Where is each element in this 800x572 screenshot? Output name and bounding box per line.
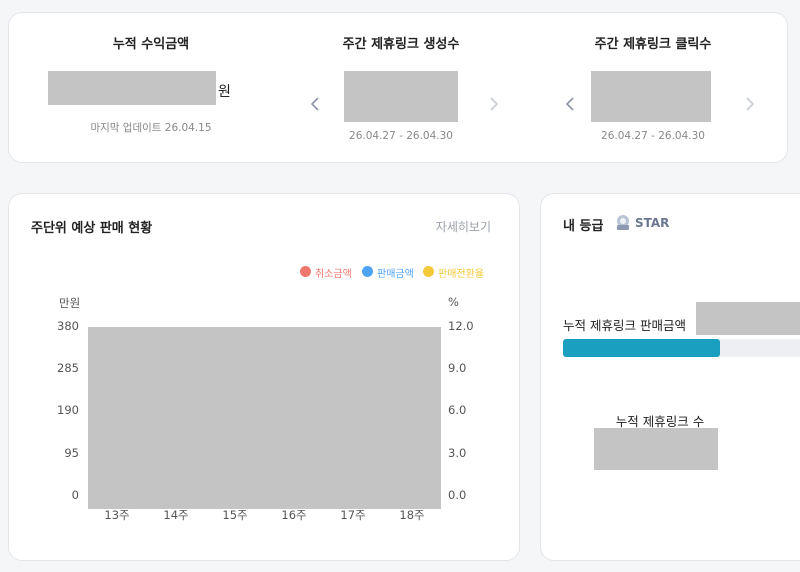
- legend-dot: [362, 266, 373, 277]
- right-tick: 6.0: [448, 403, 467, 418]
- next-button[interactable]: [488, 96, 500, 112]
- grade-level: STAR: [635, 216, 670, 230]
- left-tick: 0: [71, 487, 79, 502]
- x-tick: 15주: [222, 508, 248, 522]
- sales-label: 누적 제휴링크 판매금액: [563, 318, 686, 333]
- summary-title: 주간 제휴링크 생성수: [342, 37, 460, 52]
- x-tick: 16주: [281, 508, 307, 522]
- grade-title: 내 등급: [563, 219, 604, 234]
- count-label: 누적 제휴링크 수: [615, 414, 705, 429]
- right-tick: 12.0: [448, 319, 474, 333]
- right-axis-label: %: [448, 295, 459, 309]
- period: 26.04.27 - 26.04.30: [349, 130, 453, 142]
- redacted-value: [696, 302, 800, 335]
- legend-label: 판매전환율: [438, 269, 484, 280]
- summary-title: 주간 제휴링크 클릭수: [594, 37, 712, 52]
- unit: 원: [218, 84, 231, 100]
- grade-icon: [617, 215, 629, 230]
- right-tick: 0.0: [448, 487, 467, 502]
- redacted-value: [48, 71, 216, 105]
- left-axis-label: 만원: [59, 296, 81, 310]
- progress-fill: [563, 339, 720, 357]
- left-tick: 190: [57, 403, 79, 418]
- redacted-value: [591, 71, 711, 122]
- legend-label: 판매금액: [377, 269, 414, 280]
- redacted-value: [594, 428, 718, 470]
- x-tick: 13주: [104, 508, 130, 522]
- period: 26.04.27 - 26.04.30: [601, 130, 705, 142]
- right-tick: 9.0: [448, 361, 467, 376]
- right-tick: 3.0: [448, 445, 467, 460]
- grade-card: 내 등급 STAR 누적 제휴링크 판매금액 누적 제휴링크 수: [540, 193, 800, 561]
- prev-button[interactable]: [309, 96, 321, 112]
- legend-dot: [423, 266, 434, 277]
- summary-title: 누적 수익금액: [112, 37, 190, 52]
- x-tick: 14주: [163, 508, 189, 522]
- left-tick: 380: [57, 319, 79, 333]
- left-tick: 285: [57, 361, 79, 376]
- update-note: 마지막 업데이트 26.04.15: [90, 122, 212, 134]
- left-tick: 95: [64, 445, 79, 460]
- chart-title: 주단위 예상 판매 현황: [31, 221, 153, 236]
- prev-button[interactable]: [564, 96, 576, 112]
- sales-card: 주단위 예상 판매 현황 자세히보기 만원 % 취소금액 판매금액 판매전환율 380…: [8, 193, 520, 561]
- x-tick: 18주: [399, 508, 425, 522]
- next-button[interactable]: [744, 96, 756, 112]
- legend-label: 취소금액: [315, 269, 352, 280]
- summary-card: 누적 수익금액 원 마지막 업데이트 26.04.15 주간 제휴링크 생성수 …: [8, 12, 788, 163]
- legend-dot: [300, 266, 311, 277]
- x-tick: 17주: [340, 508, 366, 522]
- redacted-chart: [88, 327, 441, 509]
- redacted-value: [344, 71, 458, 122]
- detail-link[interactable]: 자세히보기: [435, 220, 491, 234]
- progress-track: [563, 339, 800, 357]
